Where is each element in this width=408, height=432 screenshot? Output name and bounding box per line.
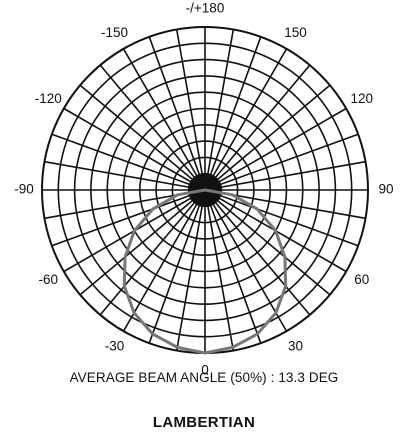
angle-label-neg60: -60 <box>38 272 58 287</box>
angle-label-120: 120 <box>350 91 373 106</box>
grid-spoke-100 <box>204 160 366 191</box>
angle-label-180: -/+180 <box>186 1 225 16</box>
angle-label-0: 0 <box>201 363 209 378</box>
angle-label-neg120: -120 <box>35 91 62 106</box>
grid-spoke-30 <box>204 189 288 332</box>
grid-spoke-190 <box>175 29 206 191</box>
grid-spoke-260 <box>44 160 206 191</box>
angle-label-neg90: -90 <box>14 182 34 197</box>
grid-spoke-320 <box>99 189 206 316</box>
angle-label-neg30: -30 <box>105 338 125 353</box>
grid-spoke-170 <box>204 29 235 191</box>
grid-spoke-290 <box>51 189 206 247</box>
grid-spoke-160 <box>204 36 262 191</box>
grid-spoke-310 <box>79 189 206 296</box>
distribution-title: LAMBERTIAN <box>152 414 256 431</box>
angle-label-60: 60 <box>354 272 369 287</box>
grid-spoke-20 <box>204 189 262 344</box>
beam-angle-caption: AVERAGE BEAM ANGLE (50%) : 13.3 DEG <box>69 370 339 385</box>
grid-spoke-250 <box>51 133 206 191</box>
grid-spoke-120 <box>204 107 347 191</box>
grid-spoke-210 <box>122 48 206 191</box>
grid-spoke-350 <box>175 189 206 351</box>
grid-spoke-110 <box>204 133 359 191</box>
grid-spoke-330 <box>122 189 206 332</box>
intensity-curves <box>122 188 288 355</box>
angle-label-150: 150 <box>284 25 307 40</box>
grid-spoke-10 <box>204 189 235 351</box>
grid-spoke-150 <box>204 48 288 191</box>
grid-spoke-340 <box>148 189 206 344</box>
grid-spoke-240 <box>63 107 206 191</box>
angle-label-90: 90 <box>378 182 393 197</box>
grid-spoke-130 <box>204 84 331 191</box>
angle-label-30: 30 <box>288 338 303 353</box>
grid-spoke-220 <box>99 64 206 191</box>
grid-spoke-230 <box>79 84 206 191</box>
angle-label-neg150: -150 <box>101 25 128 40</box>
angular-grid-spokes <box>42 27 368 353</box>
grid-spoke-40 <box>204 189 311 316</box>
grid-spoke-70 <box>204 189 359 247</box>
grid-spoke-200 <box>148 36 206 191</box>
grid-spoke-140 <box>204 64 311 191</box>
angle-tick-labels: -/+180 150 -150 120 -120 90 -90 60 -60 30 -30 0 <box>14 1 393 378</box>
intensity-curve-0 <box>122 188 288 355</box>
grid-spoke-50 <box>204 189 331 296</box>
